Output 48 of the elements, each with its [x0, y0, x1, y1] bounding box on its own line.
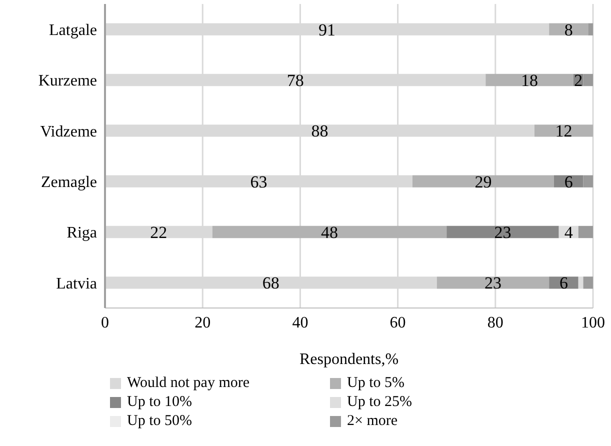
data-label: 8: [564, 20, 573, 40]
y-tick-label: Latvia: [56, 275, 97, 292]
legend-label: Up to 25%: [347, 393, 412, 412]
data-label: 63: [250, 172, 268, 192]
y-tick-label: Kurzeme: [38, 72, 97, 90]
bar: [583, 276, 593, 289]
data-label: 6: [559, 274, 568, 293]
data-label: 6: [564, 172, 573, 192]
data-label: 23: [494, 223, 512, 242]
data-label: 12: [555, 122, 572, 141]
data-label: 23: [484, 274, 502, 293]
bar: [588, 23, 593, 36]
y-tick-label: Latgale: [49, 22, 97, 40]
data-label: 4: [564, 223, 574, 242]
data-label: 48: [320, 223, 338, 242]
bar: [583, 74, 593, 86]
bar: [436, 276, 550, 289]
data-label: 22: [150, 223, 168, 242]
x-tick-label: 100: [581, 314, 605, 332]
x-axis-title: Respondents,%: [299, 351, 399, 368]
data-label: 91: [318, 20, 336, 40]
bar: [583, 175, 593, 188]
x-tick-label: 60: [390, 314, 406, 332]
legend-label: 2× more: [347, 412, 398, 431]
x-tick-label: 40: [292, 314, 308, 332]
bar: [578, 276, 584, 289]
x-tick-label: 20: [194, 314, 211, 332]
legend-label: Would not pay more: [127, 374, 250, 393]
bar: [578, 226, 593, 238]
data-label: 18: [521, 71, 538, 90]
bar: [446, 226, 559, 238]
data-label: 68: [262, 274, 280, 293]
bar: [412, 175, 554, 188]
legend-label: Up to 5%: [347, 374, 404, 393]
legend-label: Up to 10%: [127, 393, 192, 412]
bar: [534, 124, 593, 137]
data-label: 78: [286, 71, 304, 90]
data-label: 29: [474, 172, 492, 192]
bar: [486, 74, 574, 86]
data-label: 2: [574, 71, 583, 90]
y-tick-label: Vidzeme: [40, 123, 97, 140]
x-tick-label: 0: [101, 314, 109, 332]
y-tick-label: Zemagle: [41, 174, 97, 192]
data-label: 88: [311, 122, 328, 141]
legend-label: Up to 50%: [127, 412, 192, 431]
y-tick-label: Riga: [66, 224, 97, 242]
bar: [212, 226, 447, 238]
x-tick-label: 80: [487, 314, 504, 332]
